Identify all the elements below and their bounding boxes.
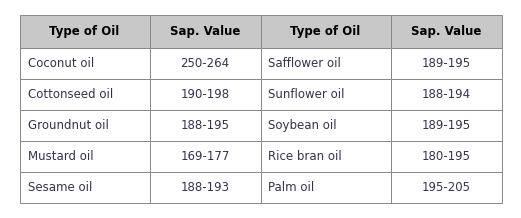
Text: Coconut oil: Coconut oil: [28, 57, 94, 70]
Bar: [150, 79, 260, 110]
Text: Cottonseed oil: Cottonseed oil: [28, 88, 113, 101]
Bar: [260, 15, 391, 48]
Text: Soybean oil: Soybean oil: [268, 119, 337, 132]
Bar: [150, 141, 260, 172]
Text: 188-194: 188-194: [421, 88, 470, 101]
Bar: [19, 141, 150, 172]
Text: Sap. Value: Sap. Value: [170, 25, 240, 38]
Text: Safflower oil: Safflower oil: [268, 57, 341, 70]
Bar: [19, 48, 150, 79]
Bar: [150, 15, 260, 48]
Bar: [19, 172, 150, 203]
Bar: [260, 172, 391, 203]
Text: 250-264: 250-264: [180, 57, 230, 70]
Bar: [19, 110, 150, 141]
Text: 195-205: 195-205: [421, 181, 470, 194]
Text: Rice bran oil: Rice bran oil: [268, 150, 342, 163]
Text: 188-193: 188-193: [180, 181, 229, 194]
Text: 169-177: 169-177: [180, 150, 230, 163]
Bar: [391, 110, 502, 141]
Text: Mustard oil: Mustard oil: [28, 150, 93, 163]
Text: Sunflower oil: Sunflower oil: [268, 88, 345, 101]
Bar: [391, 48, 502, 79]
Text: 190-198: 190-198: [180, 88, 230, 101]
Text: Sesame oil: Sesame oil: [28, 181, 92, 194]
Bar: [260, 141, 391, 172]
Bar: [391, 172, 502, 203]
Bar: [260, 79, 391, 110]
Text: 189-195: 189-195: [421, 119, 470, 132]
Bar: [150, 110, 260, 141]
Text: 180-195: 180-195: [421, 150, 470, 163]
Bar: [19, 79, 150, 110]
Bar: [391, 15, 502, 48]
Text: Sap. Value: Sap. Value: [411, 25, 481, 38]
Bar: [150, 48, 260, 79]
Bar: [391, 79, 502, 110]
Text: 189-195: 189-195: [421, 57, 470, 70]
Text: Groundnut oil: Groundnut oil: [28, 119, 108, 132]
Bar: [150, 172, 260, 203]
Text: Type of Oil: Type of Oil: [49, 25, 120, 38]
Text: Palm oil: Palm oil: [268, 181, 315, 194]
Bar: [391, 141, 502, 172]
Text: 188-195: 188-195: [180, 119, 229, 132]
Text: Type of Oil: Type of Oil: [290, 25, 361, 38]
Bar: [260, 48, 391, 79]
Bar: [19, 15, 150, 48]
Bar: [260, 110, 391, 141]
